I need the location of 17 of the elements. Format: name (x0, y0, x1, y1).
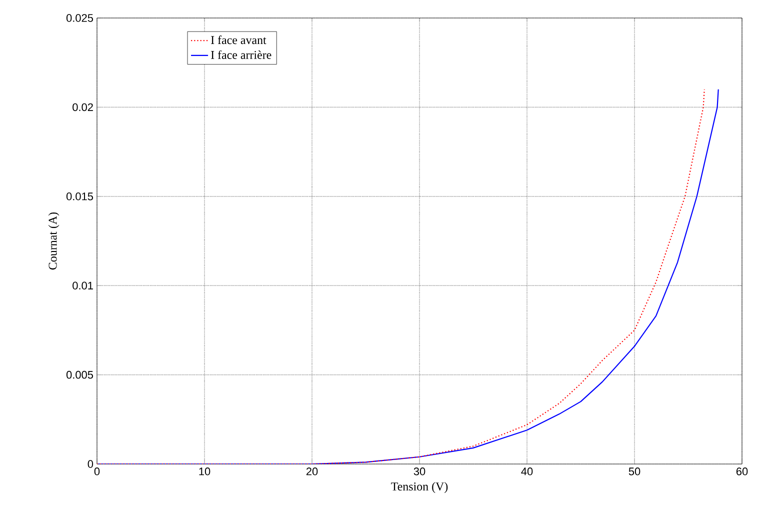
legend-label: I face arrière (211, 50, 272, 59)
x-tick-label: 30 (414, 468, 426, 476)
x-tick-label: 20 (306, 468, 318, 476)
x-axis-title: Tension (V) (391, 482, 448, 493)
y-tick-label: 0.01 (72, 282, 93, 290)
x-tick-label: 10 (199, 468, 210, 476)
y-tick-label: 0.02 (72, 103, 93, 112)
y-tick-label: 0.015 (66, 192, 94, 200)
y-axis-title: Cournat (A) (48, 212, 60, 270)
y-tick-label: 0.005 (66, 370, 94, 379)
x-tick-label: 0 (94, 468, 100, 476)
x-tick-label: 60 (736, 468, 748, 476)
legend-label: I face avant (211, 36, 266, 44)
x-tick-label: 50 (628, 468, 640, 476)
x-tick-label: 40 (521, 468, 533, 476)
y-tick-label: 0 (88, 460, 94, 468)
y-tick-label: 0.025 (66, 14, 94, 22)
